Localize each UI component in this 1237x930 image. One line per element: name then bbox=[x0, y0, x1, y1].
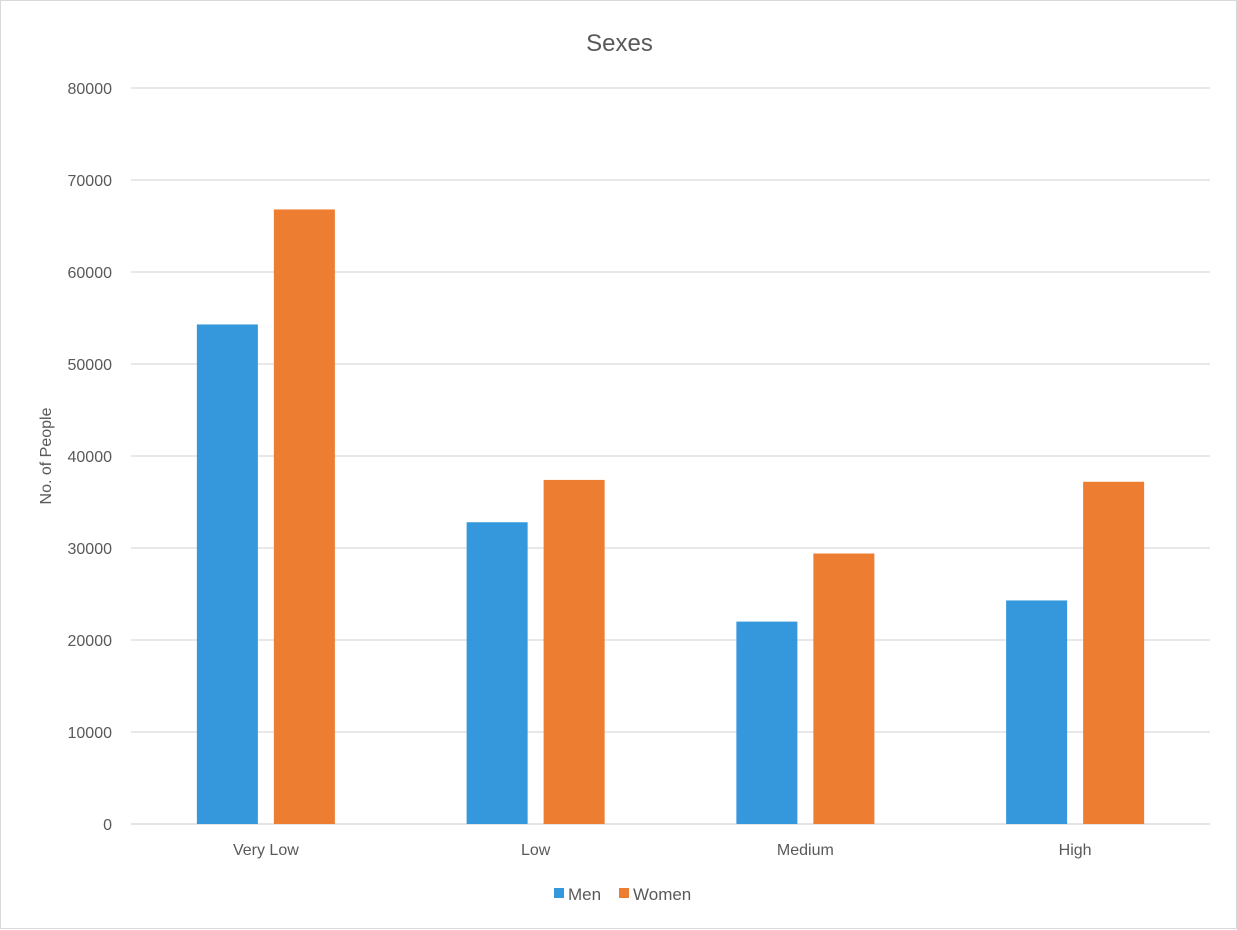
x-tick-label: Very Low bbox=[233, 842, 299, 859]
bar-women-very-low bbox=[273, 209, 335, 824]
bar-men-low bbox=[466, 522, 528, 824]
bar-women-low bbox=[543, 479, 605, 824]
bars bbox=[196, 209, 1145, 824]
y-tick-label: 10000 bbox=[68, 725, 113, 742]
x-tick-label: Medium bbox=[777, 842, 834, 859]
bar-women-medium bbox=[813, 553, 875, 824]
y-tick-label: 80000 bbox=[68, 81, 113, 98]
legend-label-women: Women bbox=[633, 885, 691, 904]
legend-label-men: Men bbox=[568, 885, 601, 904]
bar-men-high bbox=[1006, 600, 1068, 824]
y-axis-title: No. of People bbox=[38, 407, 55, 504]
y-tick-label: 30000 bbox=[68, 541, 113, 558]
bar-men-medium bbox=[736, 621, 798, 824]
y-tick-label: 70000 bbox=[68, 173, 113, 190]
bar-men-very-low bbox=[196, 324, 258, 824]
legend-swatch-women bbox=[619, 888, 629, 898]
y-tick-label: 20000 bbox=[68, 633, 113, 650]
y-tick-label: 50000 bbox=[68, 357, 113, 374]
x-axis-ticks: Very Low Low Medium High bbox=[233, 842, 1092, 859]
y-tick-label: 60000 bbox=[68, 265, 113, 282]
legend: Men Women bbox=[554, 885, 691, 904]
legend-swatch-men bbox=[554, 888, 564, 898]
x-tick-label: High bbox=[1059, 842, 1092, 859]
y-tick-label: 0 bbox=[103, 817, 112, 834]
y-tick-label: 40000 bbox=[68, 449, 113, 466]
bar-women-high bbox=[1083, 481, 1145, 824]
x-tick-label: Low bbox=[521, 842, 551, 859]
chart-title: Sexes bbox=[586, 30, 653, 57]
y-axis-ticks: 0 10000 20000 30000 40000 50000 60000 70000 8000… bbox=[68, 81, 113, 834]
